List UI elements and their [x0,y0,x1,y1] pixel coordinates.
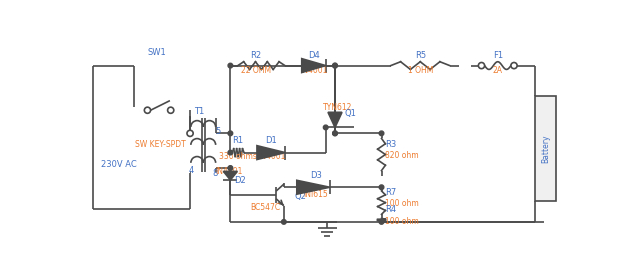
Circle shape [228,150,233,155]
Text: BC547C: BC547C [250,203,280,212]
Text: 8: 8 [212,169,218,178]
Text: R3: R3 [385,140,397,149]
Circle shape [511,63,517,69]
Text: D2: D2 [234,176,246,185]
Text: Q1: Q1 [344,109,356,118]
Text: IN4001: IN4001 [215,167,242,176]
Circle shape [379,185,384,189]
Text: SW KEY-SPDT: SW KEY-SPDT [135,140,186,149]
Circle shape [379,220,384,224]
Circle shape [228,131,233,136]
Circle shape [333,63,337,68]
Circle shape [228,166,233,170]
Text: 100 ohm: 100 ohm [385,217,419,226]
Text: IN4001: IN4001 [301,66,328,75]
Circle shape [479,63,484,69]
Text: D1: D1 [266,136,277,145]
Text: Q2: Q2 [295,192,307,201]
Text: 330 ohms: 330 ohms [219,152,257,161]
Circle shape [145,107,150,113]
Text: R7: R7 [385,188,397,197]
Text: D3: D3 [309,171,321,180]
Text: 100 ohm: 100 ohm [385,199,419,209]
Text: INI615: INI615 [303,190,328,199]
Text: 1 OHM: 1 OHM [408,66,433,75]
Text: 4: 4 [189,166,194,175]
Circle shape [167,107,174,113]
Text: R2: R2 [250,51,261,60]
Text: 22 OHM: 22 OHM [241,66,271,75]
Text: SW1: SW1 [147,48,166,57]
Polygon shape [328,112,342,127]
Text: T1: T1 [194,107,204,116]
Circle shape [333,63,337,68]
Text: 2A: 2A [493,66,503,75]
Text: R5: R5 [415,51,426,60]
Polygon shape [223,171,237,180]
Circle shape [323,125,328,130]
Polygon shape [302,59,326,73]
Text: 5: 5 [215,127,220,136]
Text: Battery: Battery [541,135,550,163]
Text: F1: F1 [493,51,503,60]
Circle shape [228,63,233,68]
Polygon shape [257,146,285,160]
Circle shape [187,130,193,136]
Text: TYN612: TYN612 [323,103,353,112]
Circle shape [333,131,337,136]
Text: 230V AC: 230V AC [101,160,137,169]
Text: IN4001: IN4001 [258,152,285,161]
Circle shape [333,131,337,136]
Text: R1: R1 [233,136,243,145]
Circle shape [281,220,286,224]
Text: D4: D4 [308,51,320,60]
Text: 820 ohm: 820 ohm [385,151,419,160]
Text: R4: R4 [385,205,396,214]
Polygon shape [297,180,330,194]
Bar [535,96,556,201]
Circle shape [379,131,384,136]
